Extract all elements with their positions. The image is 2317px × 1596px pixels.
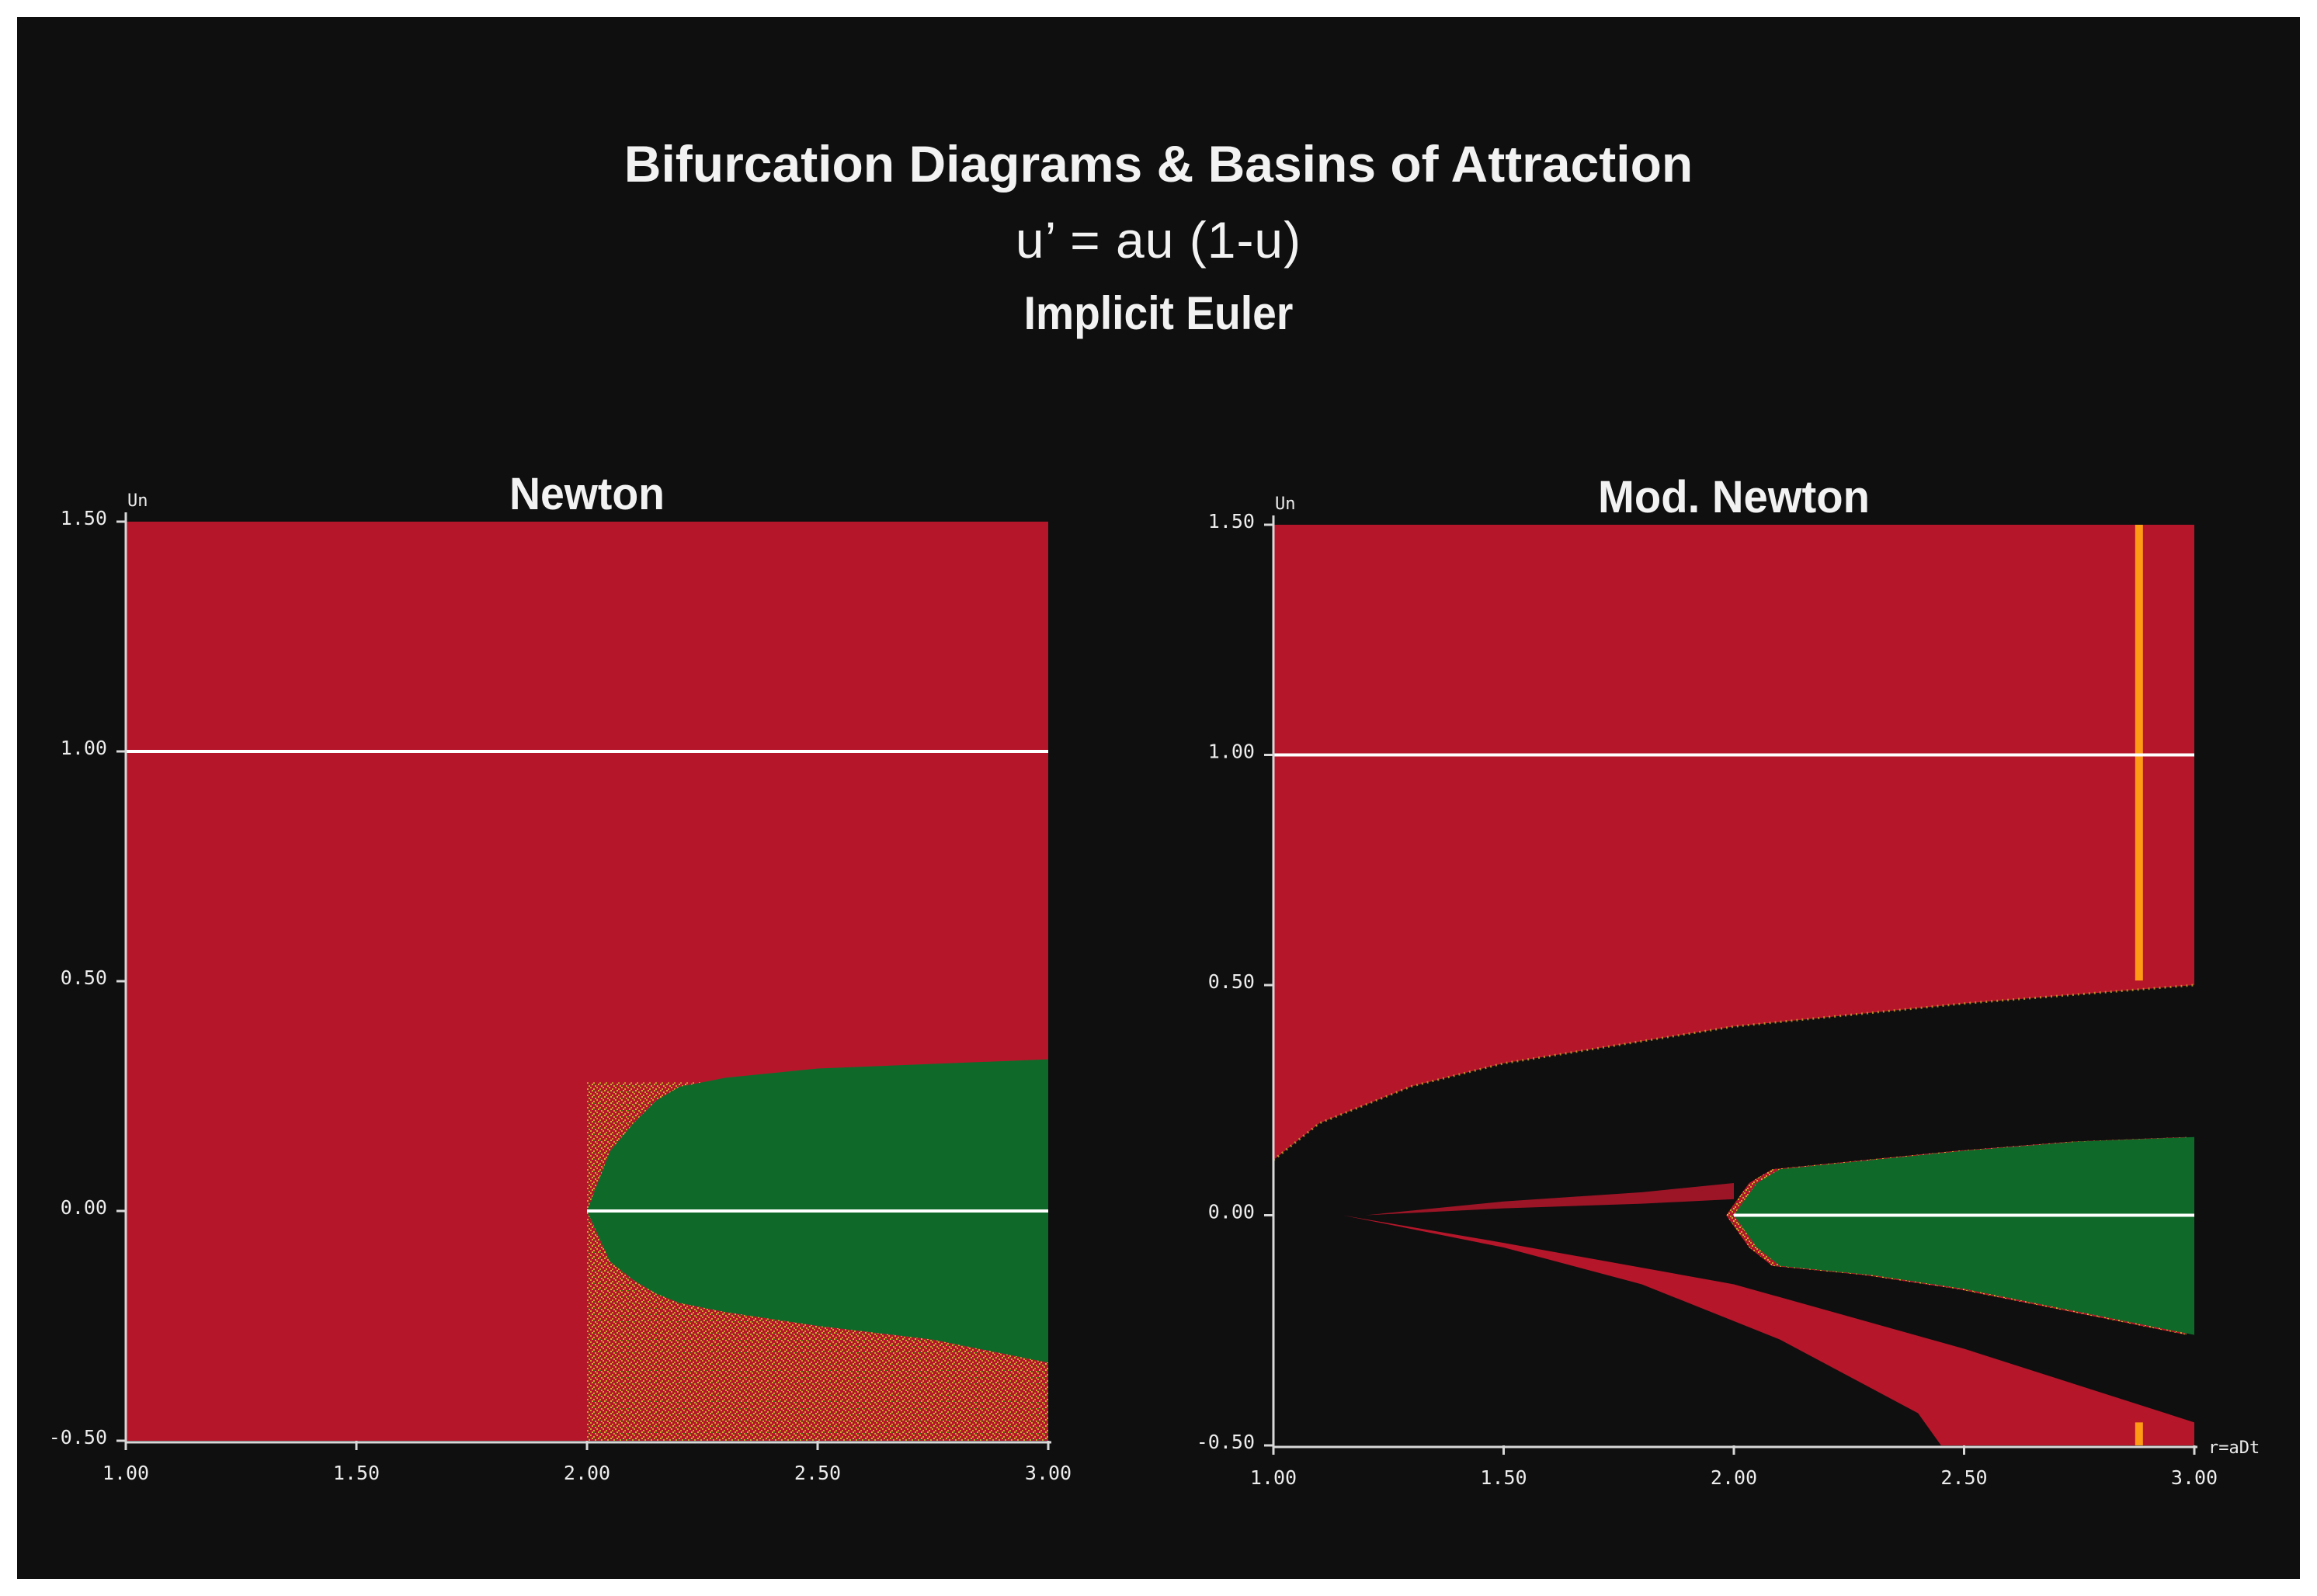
y-axis-label: Un (1275, 494, 1296, 514)
red-basin-lower-wedge (1342, 1215, 2194, 1445)
y-axis-label: Un (127, 491, 148, 511)
y-tick-label: 0.00 (1208, 1201, 1255, 1223)
x-tick-label: 3.00 (2171, 1466, 2218, 1489)
x-tick-label: 1.00 (102, 1462, 149, 1484)
red-basin-thin-streak (1365, 1182, 1734, 1216)
equation-label: u’ = au (1-u) (1015, 211, 1302, 269)
y-tick-label: 0.50 (1208, 970, 1255, 993)
x-tick-label: 1.50 (1480, 1466, 1527, 1489)
green-basin-region (1734, 1136, 2194, 1335)
y-tick-label: 0.50 (61, 966, 107, 989)
red-basin-upper-region (1273, 525, 2194, 1161)
panel-mod-newton: -0.50 0.00 0.50 1.00 1.50 1.00 1.50 2.00 2.50 3.0… (1197, 472, 2260, 1489)
y-tick-label: 1.00 (1208, 741, 1255, 763)
y-tick-label: 1.00 (61, 737, 107, 759)
x-tick-label: 2.00 (1711, 1466, 1757, 1489)
x-tick-label: 2.50 (1940, 1466, 1987, 1489)
panel-newton: -0.50 0.00 0.50 1.00 1.50 1.00 1.50 2.00 2.50 3.0… (49, 469, 1072, 1484)
basin-boundary-fringe (1273, 984, 2195, 1161)
y-tick-label: -0.50 (49, 1426, 107, 1449)
x-tick-label: 3.00 (1025, 1462, 1072, 1484)
y-tick-label: 1.50 (1208, 510, 1255, 533)
x-tick-label: 2.00 (564, 1462, 610, 1484)
panel-title: Mod. Newton (1598, 472, 1870, 522)
panel-title: Newton (509, 469, 665, 519)
x-tick-label: 2.50 (794, 1462, 841, 1484)
figure-title: Bifurcation Diagrams & Basins of Attract… (624, 135, 1693, 193)
title-block: Bifurcation Diagrams & Basins of Attract… (0, 128, 2317, 347)
x-tick-label: 1.00 (1250, 1466, 1297, 1489)
y-tick-label: -0.50 (1197, 1431, 1255, 1453)
x-axis-label: r=aDt (2208, 1438, 2260, 1458)
method-label: Implicit Euler (1023, 287, 1294, 339)
x-tick-label: 1.50 (333, 1462, 380, 1484)
y-tick-label: 0.00 (61, 1196, 107, 1219)
y-tick-label: 1.50 (61, 507, 107, 529)
